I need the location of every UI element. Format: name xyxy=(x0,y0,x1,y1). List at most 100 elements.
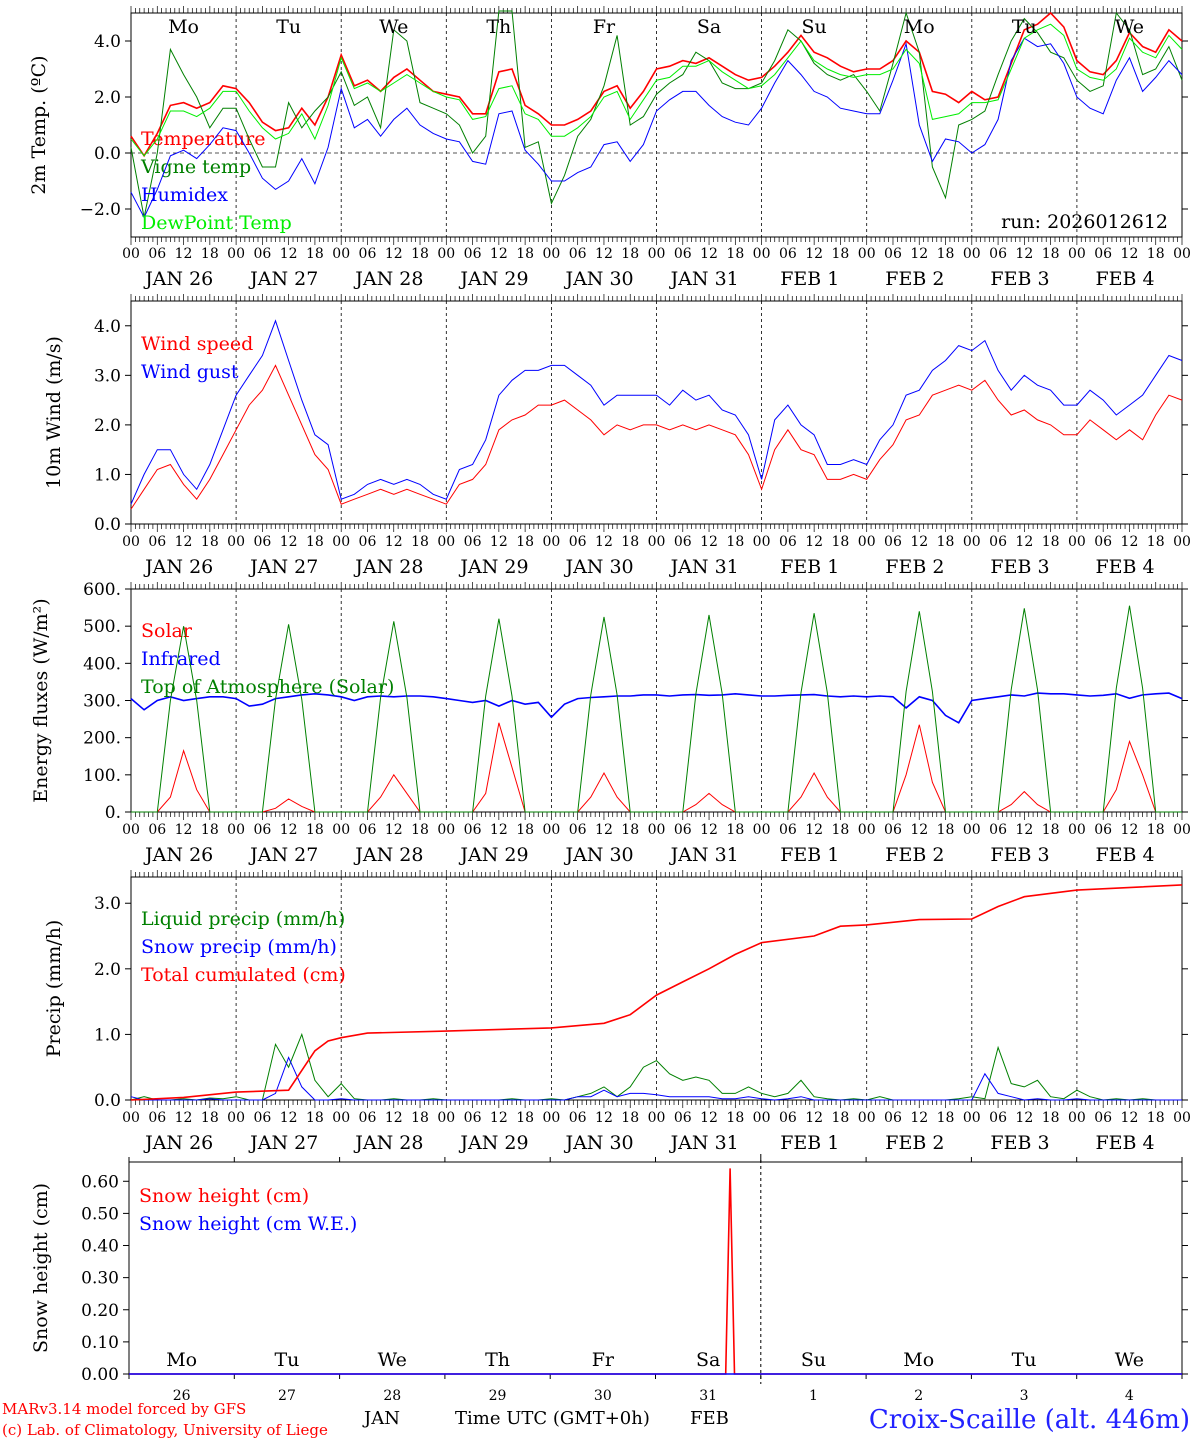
date-label: JAN 29 xyxy=(458,844,528,866)
x-tick-label: 00 xyxy=(963,534,981,550)
x-tick-label: 18 xyxy=(411,822,429,838)
x-tick-label: 12 xyxy=(805,822,823,838)
series-line-infrared xyxy=(130,692,1183,724)
x-tick-label: 06 xyxy=(148,822,166,838)
x-tick-label: 00 xyxy=(858,246,876,262)
x-tick-label: 18 xyxy=(516,822,534,838)
x-tick-label: 18 xyxy=(201,534,219,550)
date-label: JAN 31 xyxy=(669,556,739,578)
lab-credit: (c) Lab. of Climatology, University of L… xyxy=(2,1421,328,1439)
x-tick-label: 00 xyxy=(332,534,350,550)
x-tick-label: 00 xyxy=(122,1110,140,1126)
x-tick-label: 06 xyxy=(779,246,797,262)
date-label: FEB 3 xyxy=(990,556,1049,578)
x-tick-label: 18 xyxy=(411,534,429,550)
x-tick-label: 12 xyxy=(910,1110,928,1126)
y-axis-label: Precip (mm/h) xyxy=(43,920,65,1058)
date-label: JAN 26 xyxy=(143,1132,213,1154)
x-tick-label: 00 xyxy=(437,1110,455,1126)
x-tick-label: 18 xyxy=(1042,246,1060,262)
x-tick-label: 12 xyxy=(595,534,613,550)
x-tick-label: 00 xyxy=(648,534,666,550)
x-tick-label: 00 xyxy=(1068,1110,1086,1126)
date-label: JAN 27 xyxy=(248,1132,318,1154)
date-label: JAN 30 xyxy=(563,844,633,866)
date-label: JAN 31 xyxy=(669,268,739,290)
x-tick-label: 12 xyxy=(385,822,403,838)
x-tick-label: 12 xyxy=(175,534,193,550)
x-tick-label: 00 xyxy=(858,822,876,838)
x-tick-label: 18 xyxy=(937,1110,955,1126)
day-number-label: 29 xyxy=(489,1388,507,1404)
x-tick-label: 12 xyxy=(805,534,823,550)
date-label: FEB 3 xyxy=(990,1132,1049,1154)
x-tick-label: 00 xyxy=(122,822,140,838)
x-tick-label: 06 xyxy=(989,822,1007,838)
x-tick-label: 18 xyxy=(411,1110,429,1126)
x-tick-label: 06 xyxy=(359,1110,377,1126)
x-tick-label: 12 xyxy=(490,534,508,550)
x-tick-label: 12 xyxy=(490,246,508,262)
x-tick-label: 00 xyxy=(227,1110,245,1126)
x-tick-label: 12 xyxy=(805,246,823,262)
y-tick-label: 300. xyxy=(83,692,121,712)
x-tick-label: 12 xyxy=(805,1110,823,1126)
month-label-jan: JAN xyxy=(362,1408,400,1429)
date-label: FEB 4 xyxy=(1095,1132,1154,1154)
x-tick-label: 06 xyxy=(674,1110,692,1126)
x-tick-label: 06 xyxy=(359,822,377,838)
model-credit: MARv3.14 model forced by GFS xyxy=(2,1400,246,1418)
x-tick-label: 00 xyxy=(1068,246,1086,262)
y-tick-label: 0.00 xyxy=(81,1365,119,1385)
x-tick-label: 18 xyxy=(306,246,324,262)
day-name-label: Th xyxy=(486,16,511,38)
day-name-label: We xyxy=(379,16,408,38)
x-tick-label: 18 xyxy=(306,534,324,550)
x-tick-label: 12 xyxy=(700,534,718,550)
x-tick-label: 12 xyxy=(385,246,403,262)
x-tick-label: 12 xyxy=(700,246,718,262)
series-line-temperature xyxy=(130,11,1183,158)
x-tick-label: 12 xyxy=(175,246,193,262)
y-tick-label: 2.0 xyxy=(94,88,121,108)
plot-frame xyxy=(130,12,1183,238)
x-tick-label: 12 xyxy=(175,1110,193,1126)
y-tick-label: 3.0 xyxy=(94,894,121,914)
x-tick-label: 00 xyxy=(122,534,140,550)
x-tick-label: 06 xyxy=(1094,246,1112,262)
y-tick-label: 4.0 xyxy=(94,317,121,337)
series-line-top-of-atmosphere-solar- xyxy=(131,605,1182,813)
date-label: JAN 27 xyxy=(248,268,318,290)
legend-entry: Wind speed xyxy=(141,333,253,355)
x-tick-label: 06 xyxy=(884,246,902,262)
y-tick-label: 500. xyxy=(83,617,121,637)
series-line-liquid-precip-mm-h- xyxy=(130,1032,1182,1101)
x-tick-label: 06 xyxy=(464,1110,482,1126)
x-tick-label: 00 xyxy=(227,822,245,838)
x-tick-label: 00 xyxy=(1173,246,1191,262)
x-tick-label: 18 xyxy=(832,1110,850,1126)
x-tick-label: 00 xyxy=(648,246,666,262)
x-tick-label: 18 xyxy=(832,534,850,550)
x-tick-label: 18 xyxy=(726,246,744,262)
x-tick-label: 00 xyxy=(542,822,560,838)
x-tick-label: 12 xyxy=(700,1110,718,1126)
x-tick-label: 12 xyxy=(910,822,928,838)
day-name-label: Tu xyxy=(1012,1349,1037,1371)
day-name-label: Mo xyxy=(903,1349,934,1371)
legend-entry: Solar xyxy=(141,620,193,642)
date-label: FEB 2 xyxy=(885,844,944,866)
x-tick-label: 06 xyxy=(464,246,482,262)
x-tick-label: 12 xyxy=(1121,822,1139,838)
legend-entry: Temperature xyxy=(141,128,265,150)
x-tick-label: 00 xyxy=(858,534,876,550)
x-tick-label: 00 xyxy=(1173,534,1191,550)
x-tick-label: 06 xyxy=(884,1110,902,1126)
x-tick-label: 18 xyxy=(726,1110,744,1126)
x-tick-label: 00 xyxy=(227,534,245,550)
x-tick-label: 00 xyxy=(963,822,981,838)
y-tick-label: 600. xyxy=(83,580,121,600)
x-tick-label: 00 xyxy=(648,822,666,838)
x-tick-label: 06 xyxy=(1094,534,1112,550)
x-tick-label: 18 xyxy=(621,822,639,838)
